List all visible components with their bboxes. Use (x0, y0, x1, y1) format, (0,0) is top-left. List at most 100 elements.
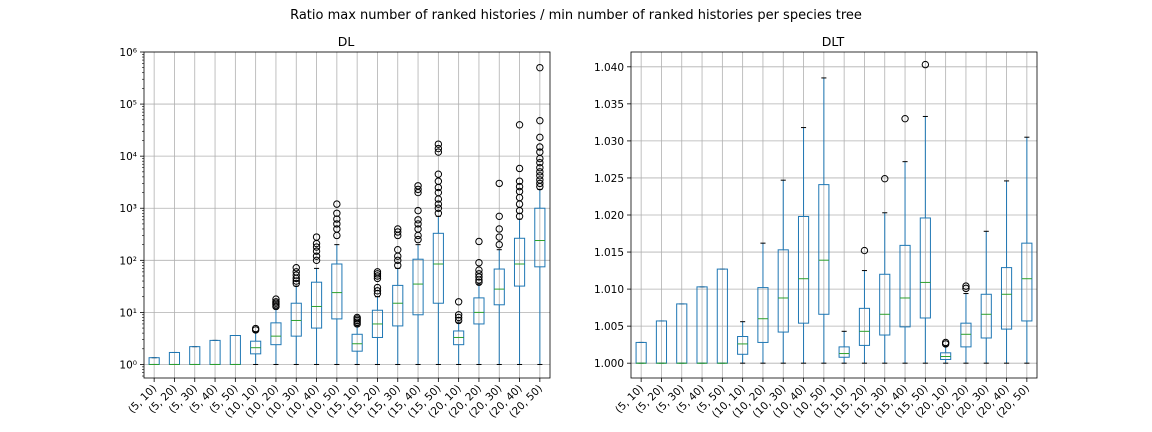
flier-point (434, 177, 443, 185)
flier-point (272, 295, 280, 303)
xticks-dlt: (5, 10)(5, 20)(5, 30)(5, 40)(5, 50)(10, … (613, 378, 1032, 421)
flier-point (536, 176, 544, 184)
flier-point (475, 278, 483, 286)
flier-point (414, 206, 422, 215)
flier-point (495, 179, 503, 188)
flier-point (536, 179, 544, 188)
ytick-label: 10⁶ (119, 47, 137, 59)
box-(5, 10) (148, 357, 160, 365)
flier-point (495, 240, 503, 249)
flier-point (921, 60, 930, 69)
box-(15, 50) (432, 140, 444, 365)
iqr-box (473, 297, 485, 325)
iqr-box (797, 215, 810, 324)
flier-point (373, 270, 382, 278)
box-(5, 50) (716, 268, 728, 364)
flier-point (434, 170, 443, 178)
flier-point (860, 246, 869, 255)
iqr-box (412, 258, 424, 316)
box-(15, 20) (858, 246, 871, 364)
flier-point (292, 271, 300, 279)
box-(20, 10) (453, 298, 465, 365)
flier-point (333, 209, 341, 217)
flier-point (515, 182, 524, 191)
flier-point (312, 252, 321, 260)
flier-point (333, 220, 341, 228)
flier-point (536, 164, 544, 172)
flier-point (414, 185, 422, 194)
ytick-label: 1.030 (594, 136, 624, 148)
figure-suptitle: Ratio max number of ranked histories / m… (290, 8, 862, 23)
box-(20, 30) (980, 230, 992, 364)
box-(5, 10) (635, 341, 647, 364)
flier-point (454, 298, 463, 306)
flier-point (515, 212, 524, 221)
flier-point (251, 324, 260, 333)
panel-dlt: DLT 1.0001.0051.0101.0151.0201.0251.0301… (594, 34, 1038, 421)
flier-point (312, 256, 321, 265)
iqr-box (432, 232, 444, 304)
flier-point (434, 144, 443, 153)
iqr-box (1000, 267, 1013, 330)
flier-point (394, 256, 402, 265)
box-(5, 40) (209, 339, 221, 365)
flier-point (414, 216, 422, 224)
iqr-box (737, 336, 749, 355)
ytick-label: 1.020 (594, 210, 624, 222)
flier-point (373, 268, 382, 276)
box-(20, 40) (1000, 180, 1013, 364)
flier-point (414, 225, 422, 233)
ytick-label: 10⁵ (119, 99, 137, 111)
flier-point (475, 266, 483, 274)
flier-point (394, 228, 402, 236)
flier-point (312, 233, 321, 241)
box-(10, 40) (797, 127, 810, 364)
box-(15, 10) (838, 330, 850, 364)
box-(10, 20) (757, 242, 769, 364)
box-(15, 10) (351, 313, 363, 365)
flier-point (515, 164, 524, 173)
box-(15, 50) (919, 60, 931, 364)
ytick-label: 10¹ (119, 307, 137, 319)
iqr-box (838, 346, 850, 358)
flier-point (941, 338, 950, 347)
box-(10, 50) (818, 77, 830, 364)
iqr-box (858, 307, 871, 346)
box-(10, 40) (310, 233, 323, 365)
flier-point (536, 148, 544, 156)
flier-point (536, 158, 544, 167)
flier-point (515, 121, 524, 129)
iqr-box (351, 333, 363, 352)
flier-point (495, 225, 503, 233)
iqr-box (270, 322, 282, 346)
box-(10, 10) (737, 321, 749, 364)
box-(5, 30) (189, 346, 201, 365)
flier-point (373, 283, 382, 292)
box-(10, 20) (270, 295, 282, 365)
flier-point (434, 204, 443, 212)
iqr-box (310, 281, 323, 329)
flier-point (454, 313, 463, 322)
flier-point (495, 212, 503, 221)
ytick-label: 10² (119, 255, 137, 267)
ytick-label: 1.000 (594, 358, 624, 370)
box-(5, 20) (168, 351, 181, 365)
flier-point (414, 235, 422, 244)
flier-point (536, 63, 544, 72)
iqr-box (879, 273, 891, 336)
flier-point (475, 270, 483, 278)
box-(15, 30) (392, 225, 404, 365)
ytick-label: 10⁰ (119, 359, 137, 371)
box-(5, 20) (655, 320, 668, 364)
flier-point (394, 245, 402, 254)
boxes-dlt (635, 60, 1033, 364)
iqr-box (1021, 242, 1033, 322)
box-(15, 40) (899, 114, 911, 364)
flier-point (434, 209, 443, 217)
flier-point (536, 116, 544, 125)
iqr-box (818, 184, 830, 315)
flier-point (434, 200, 443, 208)
iqr-box (534, 207, 546, 268)
grid-dl (144, 51, 550, 378)
